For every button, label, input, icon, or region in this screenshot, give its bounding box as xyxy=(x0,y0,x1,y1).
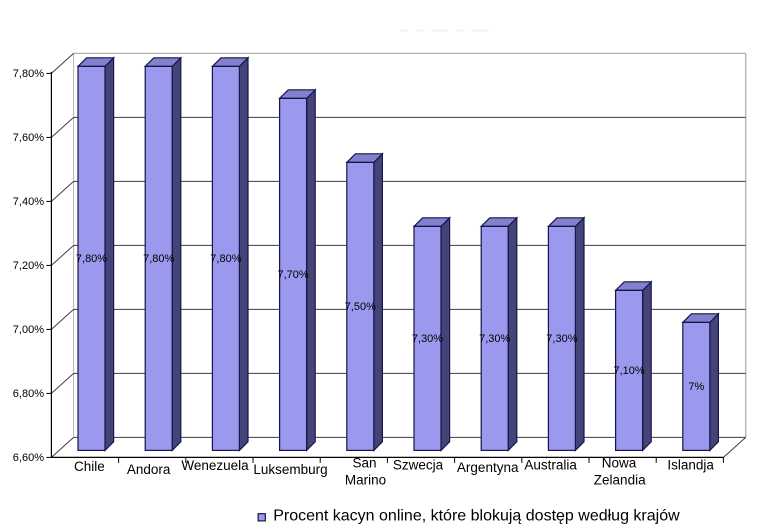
svg-text:7%: 7% xyxy=(688,381,704,393)
svg-text:7,20%: 7,20% xyxy=(13,260,44,272)
svg-text:Nowa: Nowa xyxy=(602,456,637,471)
svg-text:Zelandia: Zelandia xyxy=(594,473,646,488)
svg-text:7,80%: 7,80% xyxy=(76,253,107,265)
svg-text:7,60%: 7,60% xyxy=(13,132,44,144)
svg-text:Marino: Marino xyxy=(345,473,386,488)
svg-text:Australia: Australia xyxy=(524,457,577,472)
svg-text:Luksemburg: Luksemburg xyxy=(253,462,327,477)
svg-text:6,80%: 6,80% xyxy=(13,388,44,400)
svg-text:Szwecja: Szwecja xyxy=(393,457,444,472)
svg-text:Procent kacyn online, które bl: Procent kacyn online, które blokują dost… xyxy=(273,507,680,524)
svg-text:7,80%: 7,80% xyxy=(13,68,44,80)
svg-text:Islandja: Islandja xyxy=(667,457,714,472)
svg-text:Argentyna: Argentyna xyxy=(457,460,519,475)
svg-text:Chile: Chile xyxy=(74,459,105,474)
svg-text:Wenezuela: Wenezuela xyxy=(181,458,249,473)
svg-text:Andora: Andora xyxy=(127,462,171,477)
svg-text:7,80%: 7,80% xyxy=(210,253,241,265)
svg-text:7,30%: 7,30% xyxy=(546,333,577,345)
svg-text:6,60%: 6,60% xyxy=(13,452,44,464)
svg-text:7,00%: 7,00% xyxy=(13,324,44,336)
svg-text:7,70%: 7,70% xyxy=(277,269,308,281)
svg-text:7,10%: 7,10% xyxy=(613,365,644,377)
svg-text:San: San xyxy=(352,456,376,471)
svg-text:7,40%: 7,40% xyxy=(13,196,44,208)
svg-text:7,30%: 7,30% xyxy=(412,333,443,345)
svg-text:7,80%: 7,80% xyxy=(143,253,174,265)
svg-text:7,30%: 7,30% xyxy=(479,333,510,345)
svg-text:7,50%: 7,50% xyxy=(345,301,376,313)
